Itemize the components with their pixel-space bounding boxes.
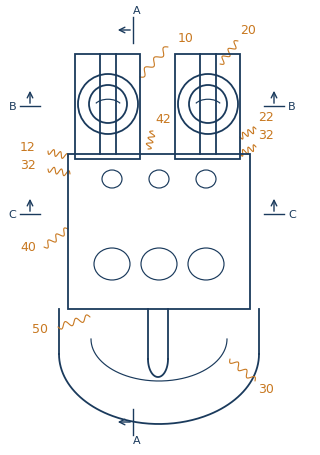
Text: 50: 50: [32, 323, 48, 336]
Bar: [75, 55, 140, 160]
Text: 20: 20: [240, 24, 256, 36]
Bar: [175, 55, 240, 160]
Text: B: B: [288, 102, 296, 112]
Text: 42: 42: [155, 113, 171, 126]
Text: A: A: [133, 6, 141, 16]
Text: 30: 30: [258, 383, 274, 396]
Text: 22: 22: [258, 111, 274, 124]
Bar: [68, 155, 250, 309]
Text: C: C: [8, 210, 16, 219]
Text: C: C: [288, 210, 296, 219]
Text: B: B: [8, 102, 16, 112]
Text: 40: 40: [20, 241, 36, 254]
Text: A: A: [133, 435, 141, 445]
Text: 32: 32: [258, 129, 274, 142]
Text: 10: 10: [178, 31, 194, 45]
Text: 12: 12: [20, 141, 36, 154]
Text: 32: 32: [20, 159, 36, 172]
